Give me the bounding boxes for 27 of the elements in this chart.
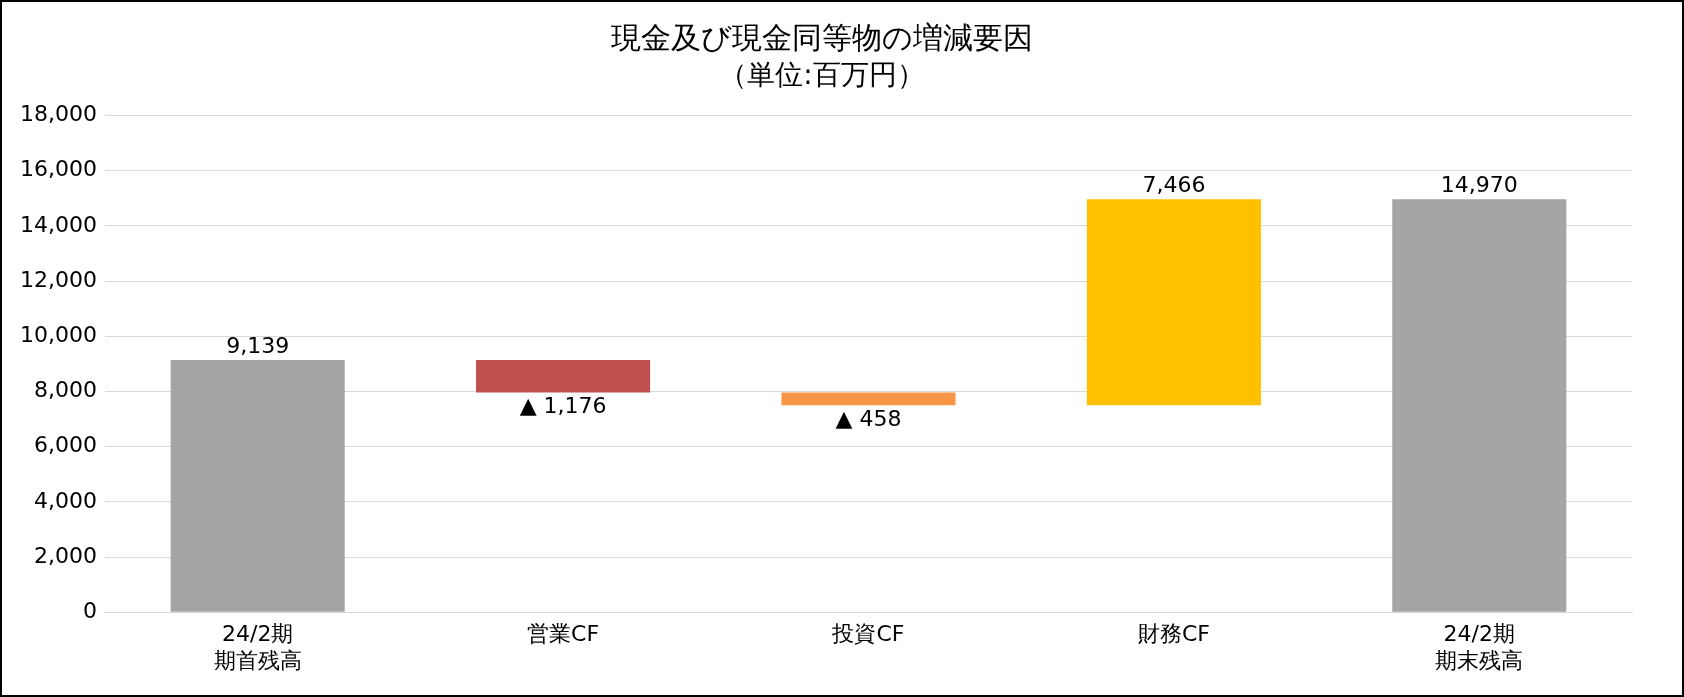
chart-title: 現金及び現金同等物の増減要因 xyxy=(611,19,1033,55)
y-tick-label: 18,000 xyxy=(19,101,97,127)
x-tick-label: 財務CF xyxy=(1137,621,1210,647)
y-tick-label: 0 xyxy=(82,597,97,623)
data-label: 14,970 xyxy=(1440,171,1518,197)
x-tick-label: 24/2期期末残高 xyxy=(1435,621,1524,673)
bar xyxy=(781,392,956,406)
chart-subtitle: （単位:百万円） xyxy=(719,58,925,92)
data-label: 7,466 xyxy=(1142,171,1206,197)
y-tick-label: 14,000 xyxy=(19,211,97,237)
bar xyxy=(1392,199,1567,612)
data-label: ▲ 1,176 xyxy=(519,393,607,419)
y-tick-label: 2,000 xyxy=(33,542,97,568)
y-tick-label: 16,000 xyxy=(19,156,97,182)
x-tick-label: 24/2期期首残高 xyxy=(213,621,302,673)
data-label: ▲ 458 xyxy=(835,405,902,431)
y-tick-label: 10,000 xyxy=(19,322,97,348)
y-tick-label: 4,000 xyxy=(33,487,97,513)
y-tick-label: 12,000 xyxy=(19,266,97,292)
bar xyxy=(476,360,651,393)
bar xyxy=(1086,199,1261,406)
y-tick-label: 6,000 xyxy=(33,432,97,458)
data-label: 9,139 xyxy=(226,332,290,358)
x-tick-label: 営業CF xyxy=(527,621,600,647)
y-tick-label: 8,000 xyxy=(33,377,97,403)
x-tick-label: 投資CF xyxy=(831,621,905,647)
bar xyxy=(170,360,345,612)
